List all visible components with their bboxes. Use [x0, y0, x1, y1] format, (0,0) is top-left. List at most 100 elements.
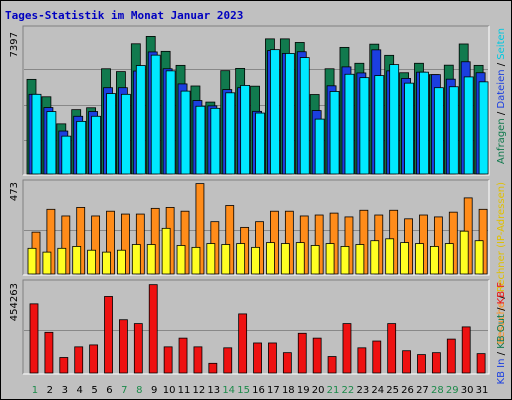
bar-seiten-day-24 [374, 75, 385, 175]
bar-kb-f-day-1 [29, 303, 39, 374]
bar-kb-f-day-13 [208, 362, 218, 374]
bar-seiten-day-14 [225, 92, 236, 175]
x-tick-label-day-31: 31 [476, 385, 489, 396]
side-legend-panel-3-separator: / [496, 304, 507, 314]
side-legend-panel-1-separator: / [496, 60, 507, 70]
bar-kb-f-day-27 [417, 354, 426, 374]
bar-sites-day-22 [340, 246, 350, 275]
bar-kb-f-day-12 [193, 346, 203, 374]
panel-1-border-highlight [23, 26, 490, 176]
bar-sites-day-8 [131, 244, 141, 275]
bar-seiten-day-5 [91, 115, 102, 175]
bar-seiten-day-7 [121, 93, 131, 175]
x-tick-label-day-21: 21 [327, 385, 340, 396]
side-legend-panel-1-item: Anfragen [496, 118, 507, 164]
bar-seiten-day-17 [270, 49, 280, 175]
bar-seiten-day-20 [314, 118, 325, 175]
chart-title: Tages-Statistik im Monat Januar 2023 [5, 9, 243, 22]
bar-kb-f-day-14 [223, 347, 233, 374]
bar-sites-day-3 [57, 247, 67, 275]
bar-seiten-day-4 [76, 120, 87, 175]
bar-seiten-day-3 [61, 135, 72, 175]
bar-kb-f-day-23 [357, 347, 367, 374]
bar-sites-day-13 [206, 243, 216, 275]
bar-sites-day-28 [429, 246, 439, 275]
bar-sites-day-20 [310, 245, 320, 275]
bar-seiten-day-8 [135, 65, 146, 175]
side-legend-panel-3-separator: / [496, 349, 507, 359]
bar-sites-day-27 [415, 243, 424, 275]
side-legend-panel-1: Anfragen / Dateien / Seiten [496, 28, 507, 164]
x-tick-label-day-30: 30 [461, 385, 474, 396]
bar-sites-day-21 [325, 243, 335, 275]
x-tick-label-day-8: 8 [136, 385, 142, 396]
bar-kb-f-day-18 [282, 352, 292, 374]
x-tick-label-day-12: 12 [193, 385, 206, 396]
side-legend-panel-2: Besuche / Rechner (IP-Adressen) [496, 182, 507, 345]
side-legend-panel-3-item: KB In [496, 359, 507, 385]
bar-sites-day-11 [176, 245, 186, 275]
x-tick-label-day-4: 4 [76, 385, 82, 396]
x-tick-label-day-9: 9 [151, 385, 157, 396]
bar-seiten-day-22 [344, 73, 355, 175]
x-tick-label-day-2: 2 [47, 385, 53, 396]
bar-sites-day-17 [266, 242, 275, 275]
x-tick-label-day-1: 1 [32, 385, 38, 396]
x-tick-label-day-11: 11 [178, 385, 191, 396]
bar-kb-f-day-9 [148, 284, 158, 374]
bar-kb-f-day-26 [402, 350, 411, 374]
x-tick-label-day-26: 26 [401, 385, 414, 396]
bar-seiten-day-1 [31, 93, 42, 175]
panel-3-border-shadow [22, 279, 489, 374]
panel-2-border-shadow [22, 179, 489, 275]
bar-kb-f-day-30 [461, 326, 471, 374]
bar-kb-f-day-21 [327, 356, 337, 374]
x-tick-label-day-13: 13 [207, 385, 220, 396]
panel-2-border-highlight [23, 180, 490, 276]
bar-sites-day-24 [370, 240, 380, 275]
panel-1-border-shadow [22, 25, 489, 175]
bar-kb-f-day-22 [342, 323, 352, 374]
bar-kb-f-day-4 [74, 346, 84, 374]
x-tick-label-day-10: 10 [163, 385, 176, 396]
bar-seiten-day-30 [463, 76, 474, 175]
bar-seiten-day-31 [478, 81, 489, 175]
bar-kb-f-day-24 [372, 340, 382, 374]
bar-seiten-day-12 [195, 105, 206, 175]
bar-seiten-day-16 [255, 112, 265, 175]
bar-kb-f-day-15 [238, 313, 248, 374]
bar-sites-day-6 [102, 251, 111, 275]
bar-seiten-day-2 [46, 111, 57, 175]
bar-sites-day-4 [72, 246, 82, 275]
bar-sites-day-5 [87, 249, 97, 275]
x-tick-label-day-15: 15 [237, 385, 250, 396]
bar-sites-day-31 [474, 240, 484, 275]
bar-sites-day-26 [400, 242, 409, 275]
x-tick-label-day-5: 5 [91, 385, 97, 396]
bar-seiten-day-15 [240, 85, 251, 175]
x-tick-label-day-25: 25 [386, 385, 399, 396]
bar-seiten-day-13 [210, 107, 221, 175]
bar-sites-day-15 [236, 243, 246, 275]
bar-seiten-day-29 [448, 86, 459, 175]
bar-kb-f-day-28 [431, 352, 441, 374]
bar-sites-day-12 [191, 246, 201, 275]
x-tick-label-day-22: 22 [342, 385, 355, 396]
x-tick-label-day-20: 20 [312, 385, 325, 396]
bar-kb-f-day-3 [59, 357, 69, 374]
bar-seiten-day-19 [299, 57, 310, 175]
x-tick-label-day-19: 19 [297, 385, 310, 396]
panel-2-y-max-label: 473 [9, 182, 20, 201]
bar-seiten-day-28 [433, 87, 444, 175]
bar-kb-f-day-16 [253, 342, 262, 374]
bar-seiten-day-26 [404, 82, 414, 175]
bar-sites-day-29 [444, 243, 454, 275]
bar-sites-day-7 [117, 249, 126, 275]
x-tick-label-day-7: 7 [121, 385, 127, 396]
bar-seiten-day-27 [419, 71, 429, 175]
bar-sites-day-10 [161, 227, 171, 275]
bar-sites-day-9 [146, 244, 156, 275]
side-legend-panel-1-item: Dateien [496, 69, 507, 108]
x-tick-label-day-6: 6 [106, 385, 112, 396]
side-legend-panel-1-separator: / [496, 109, 507, 119]
